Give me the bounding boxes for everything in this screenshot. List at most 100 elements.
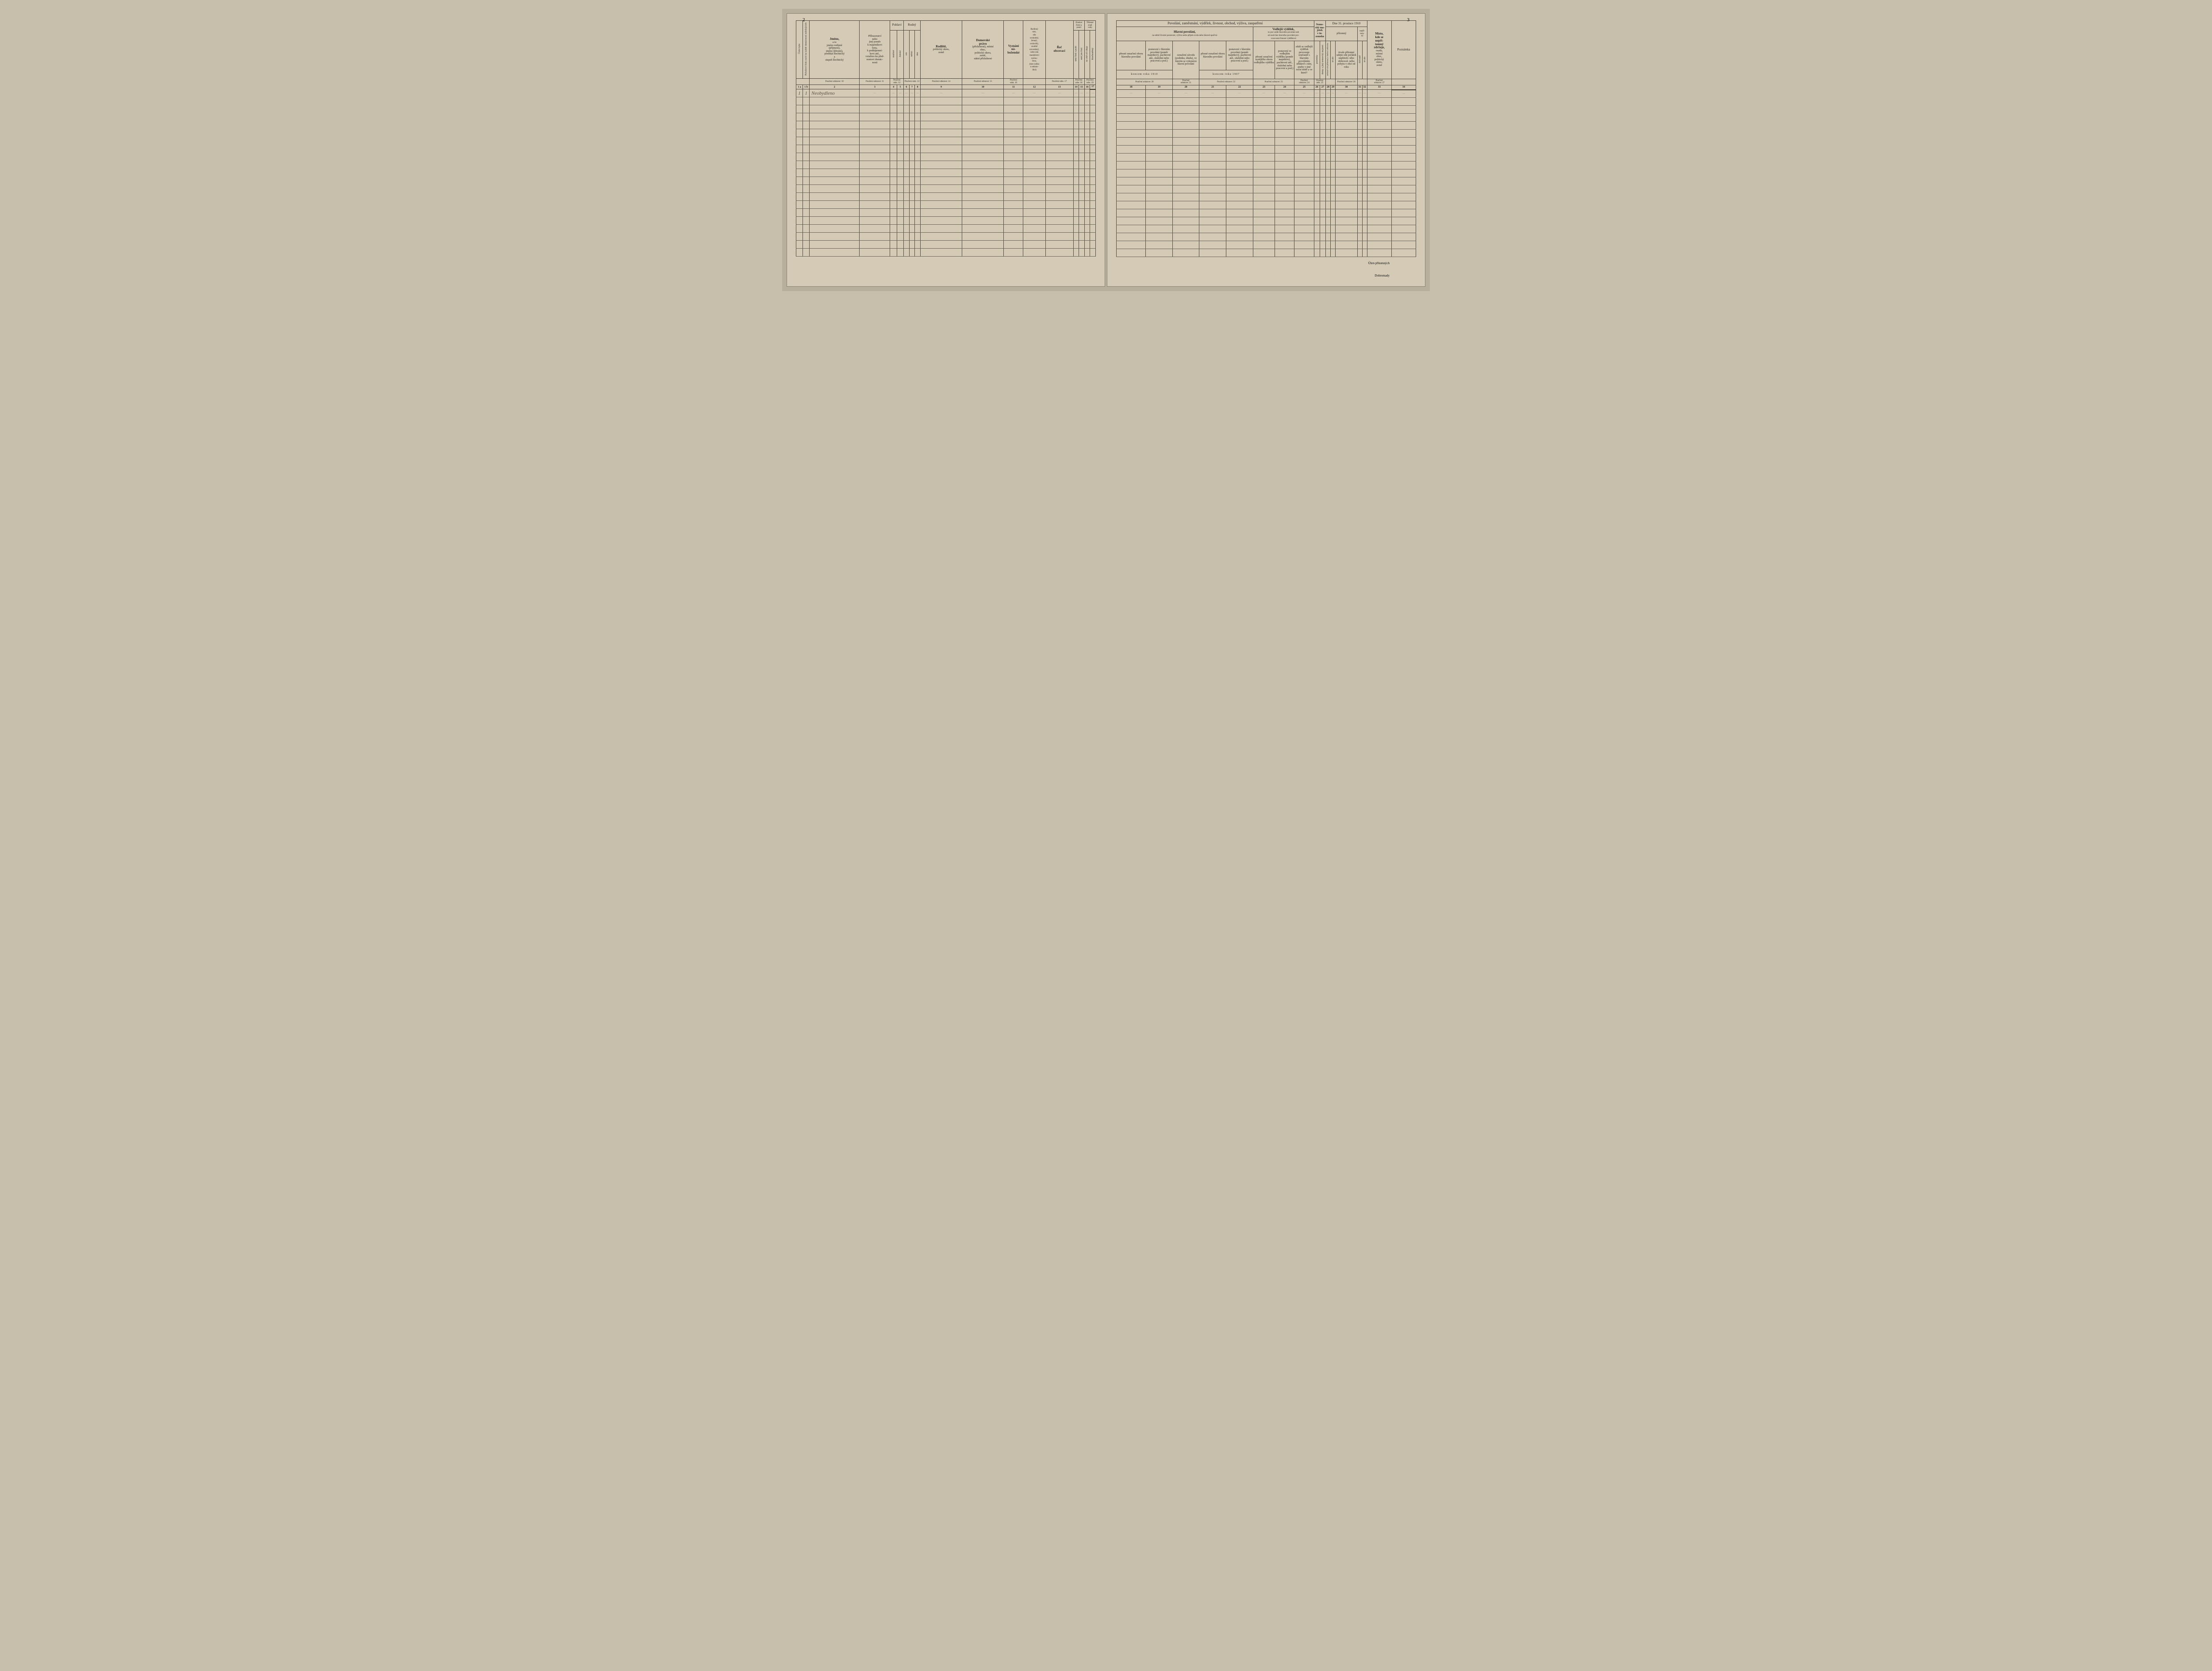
table-cell [1362, 169, 1367, 177]
col-koncem-1910: koncem roku 1910 [1117, 70, 1173, 79]
table-cell [897, 153, 903, 161]
table-row [1117, 114, 1416, 122]
table-cell [1073, 113, 1079, 121]
table-cell [796, 209, 803, 217]
pouc-9: Poučení odstavec 14 [920, 79, 962, 85]
table-cell [897, 121, 903, 129]
table-cell: — [1079, 89, 1085, 97]
table-cell [860, 193, 890, 201]
table-cell [810, 121, 860, 129]
table-cell [1275, 114, 1294, 122]
table-cell [1079, 241, 1085, 249]
table-cell [1073, 97, 1079, 105]
table-cell [1330, 177, 1335, 185]
col-ozn-zavodu: označení závodu (podniku, úřadu), ve kte… [1172, 41, 1199, 79]
table-cell [1045, 185, 1073, 193]
colnum: 3 [860, 85, 890, 89]
table-cell [1330, 225, 1335, 233]
table-cell [1117, 241, 1146, 249]
table-cell [1320, 114, 1325, 122]
col-vedlejsi-title: Vedlejší výdělek, [1272, 27, 1294, 31]
table-cell [1330, 146, 1335, 154]
table-cell [1314, 106, 1320, 114]
table-cell [1004, 137, 1023, 145]
table-cell [1357, 201, 1362, 209]
col-poznamka: Poznámka [1391, 21, 1416, 79]
table-cell [1045, 249, 1073, 257]
table-cell [1275, 146, 1294, 154]
table-cell [1079, 169, 1085, 177]
table-cell [1023, 217, 1045, 225]
table-row [796, 193, 1096, 201]
table-cell [1199, 193, 1226, 201]
table-cell [1172, 122, 1199, 130]
table-cell [1004, 201, 1023, 209]
table-cell [1335, 249, 1357, 257]
table-cell [1073, 137, 1079, 145]
col-misto-sub: osada, místní obec, politický okres, zem… [1375, 50, 1384, 67]
table-cell [860, 105, 890, 113]
table-cell [1253, 106, 1275, 114]
table-cell [1391, 249, 1416, 257]
table-cell [915, 161, 921, 169]
table-cell [1226, 201, 1253, 209]
table-cell [1084, 209, 1090, 217]
table-cell [1357, 169, 1362, 177]
table-cell [1325, 154, 1330, 161]
table-cell [1320, 209, 1325, 217]
table-cell [1172, 217, 1199, 225]
table-cell [1335, 169, 1357, 177]
table-cell [1079, 153, 1085, 161]
table-cell [1199, 185, 1226, 193]
document-spread: 2 Číslo bytu Pořadové číslo osob ku každ… [782, 9, 1430, 291]
table-cell [860, 209, 890, 217]
table-cell [1172, 233, 1199, 241]
table-cell [962, 185, 1004, 193]
table-cell [1090, 193, 1096, 201]
table-cell [1314, 201, 1320, 209]
col-pozemky: pozemky [1316, 54, 1318, 65]
table-cell [897, 209, 903, 217]
table-cell [890, 97, 897, 105]
table-cell [1275, 177, 1294, 185]
table-cell [1391, 225, 1416, 233]
table-cell [1253, 161, 1275, 169]
table-cell [860, 129, 890, 137]
col-rok: rok [905, 51, 908, 56]
table-cell [1146, 161, 1173, 169]
table-row: 11Neobydleno——————————————— [796, 89, 1096, 97]
table-cell [1045, 241, 1073, 249]
table-row [1117, 98, 1416, 106]
table-cell [1004, 177, 1023, 185]
table-cell [1172, 98, 1199, 106]
table-cell: — [1294, 90, 1314, 98]
table-cell [1330, 185, 1335, 193]
table-cell [1330, 98, 1335, 106]
table-cell [1391, 169, 1416, 177]
table-cell [1367, 233, 1391, 241]
table-cell [1325, 217, 1330, 225]
table-cell: — [1367, 90, 1391, 98]
table-cell [1023, 193, 1045, 201]
table-cell [1330, 154, 1335, 161]
colnum: 15 [1079, 85, 1085, 89]
table-cell [920, 177, 962, 185]
table-cell [1294, 233, 1314, 241]
table-cell [890, 185, 897, 193]
table-cell [1325, 185, 1330, 193]
table-cell [1079, 249, 1085, 257]
table-cell [796, 97, 803, 105]
table-cell [1335, 217, 1357, 225]
table-cell [909, 161, 915, 169]
table-row [796, 161, 1096, 169]
col-rodinny-stav: Rodinný stav, zda svobodný, ženatý, ovdo… [1029, 28, 1039, 71]
table-cell: — [1357, 90, 1362, 98]
col-slepy: na obě oči slepý [1086, 45, 1088, 63]
table-cell [810, 233, 860, 241]
colnum: 10 [962, 85, 1004, 89]
table-cell [1226, 193, 1253, 201]
table-cell [1172, 241, 1199, 249]
table-cell [860, 177, 890, 185]
table-cell [1117, 217, 1146, 225]
table-cell [1362, 209, 1367, 217]
